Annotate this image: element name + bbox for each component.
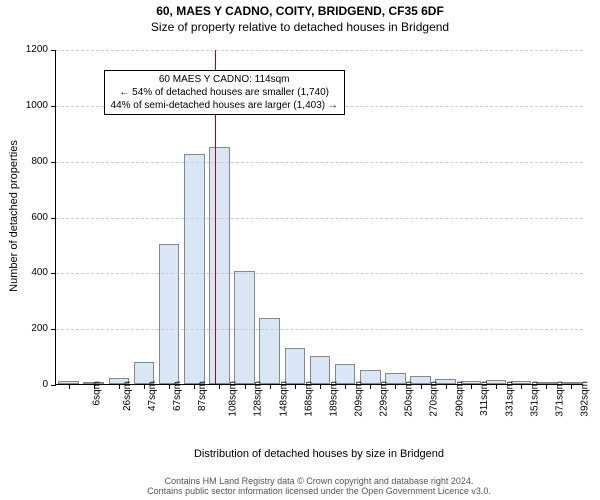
- y-tick: [51, 50, 56, 51]
- y-tick: [51, 106, 56, 107]
- annotation-line: 60 MAES Y CADNO: 114sqm: [111, 73, 338, 86]
- x-tick-label: 26sqm: [122, 381, 133, 411]
- chart-title-line1: 60, MAES Y CADNO, COITY, BRIDGEND, CF35 …: [0, 4, 600, 18]
- x-tick: [421, 384, 422, 389]
- x-tick-label: 87sqm: [197, 381, 208, 411]
- x-tick: [169, 384, 170, 389]
- x-tick-label: 311sqm: [479, 381, 490, 416]
- y-tick: [51, 162, 56, 163]
- x-tick-label: 331sqm: [504, 381, 515, 417]
- gridline: [56, 162, 583, 163]
- x-axis-label: Distribution of detached houses by size …: [55, 448, 583, 460]
- bar: [209, 147, 230, 384]
- x-tick: [571, 384, 572, 389]
- x-tick: [521, 384, 522, 389]
- bar: [184, 154, 205, 384]
- x-tick: [320, 384, 321, 389]
- y-tick: [51, 218, 56, 219]
- attribution-text: Contains HM Land Registry data © Crown c…: [55, 476, 583, 496]
- bar: [159, 244, 180, 384]
- x-tick: [270, 384, 271, 389]
- y-tick-label: 0: [8, 380, 48, 390]
- y-tick-label: 1000: [8, 101, 48, 111]
- x-tick: [295, 384, 296, 389]
- gridline: [56, 218, 583, 219]
- x-tick-label: 47sqm: [147, 381, 158, 411]
- x-tick: [144, 384, 145, 389]
- x-tick: [245, 384, 246, 389]
- bar: [234, 271, 255, 384]
- x-tick: [370, 384, 371, 389]
- x-tick: [69, 384, 70, 389]
- y-tick: [51, 329, 56, 330]
- x-tick: [119, 384, 120, 389]
- bar: [285, 348, 306, 384]
- x-tick-label: 351sqm: [530, 381, 541, 417]
- chart-title-line2: Size of property relative to detached ho…: [0, 20, 600, 34]
- y-tick-label: 600: [8, 213, 48, 223]
- x-tick: [446, 384, 447, 389]
- x-tick: [471, 384, 472, 389]
- x-tick-label: 392sqm: [580, 381, 591, 417]
- annotation-line: ← 54% of detached houses are smaller (1,…: [111, 86, 338, 99]
- gridline: [56, 50, 583, 51]
- x-tick-label: 148sqm: [278, 381, 289, 417]
- x-tick-label: 229sqm: [379, 381, 390, 417]
- x-tick: [345, 384, 346, 389]
- attribution-line1: Contains HM Land Registry data © Crown c…: [165, 476, 474, 486]
- x-tick: [496, 384, 497, 389]
- x-tick-label: 67sqm: [172, 381, 183, 411]
- y-tick-label: 1200: [8, 45, 48, 55]
- x-tick-label: 270sqm: [429, 381, 440, 417]
- chart-plot-area: 0200400600800100012006sqm26sqm47sqm67sqm…: [55, 50, 583, 385]
- attribution-line2: Contains public sector information licen…: [147, 486, 491, 496]
- gridline: [56, 329, 583, 330]
- x-tick-label: 6sqm: [91, 381, 102, 405]
- x-tick-label: 189sqm: [328, 381, 339, 417]
- x-tick: [219, 384, 220, 389]
- x-tick-label: 209sqm: [354, 381, 365, 417]
- x-tick: [546, 384, 547, 389]
- annotation-box: 60 MAES Y CADNO: 114sqm← 54% of detached…: [104, 70, 345, 115]
- y-tick-label: 400: [8, 268, 48, 278]
- gridline: [56, 273, 583, 274]
- x-tick: [94, 384, 95, 389]
- x-tick: [194, 384, 195, 389]
- y-tick-label: 800: [8, 157, 48, 167]
- x-tick-label: 290sqm: [454, 381, 465, 417]
- y-tick: [51, 273, 56, 274]
- bar: [310, 356, 331, 384]
- y-tick: [51, 385, 56, 386]
- x-tick-label: 168sqm: [303, 381, 314, 417]
- x-tick-label: 128sqm: [253, 381, 264, 417]
- x-tick-label: 371sqm: [555, 381, 566, 417]
- annotation-line: 44% of semi-detached houses are larger (…: [111, 99, 338, 112]
- y-tick-label: 200: [8, 324, 48, 334]
- x-tick: [395, 384, 396, 389]
- x-tick-label: 250sqm: [404, 381, 415, 417]
- x-tick-label: 108sqm: [228, 381, 239, 417]
